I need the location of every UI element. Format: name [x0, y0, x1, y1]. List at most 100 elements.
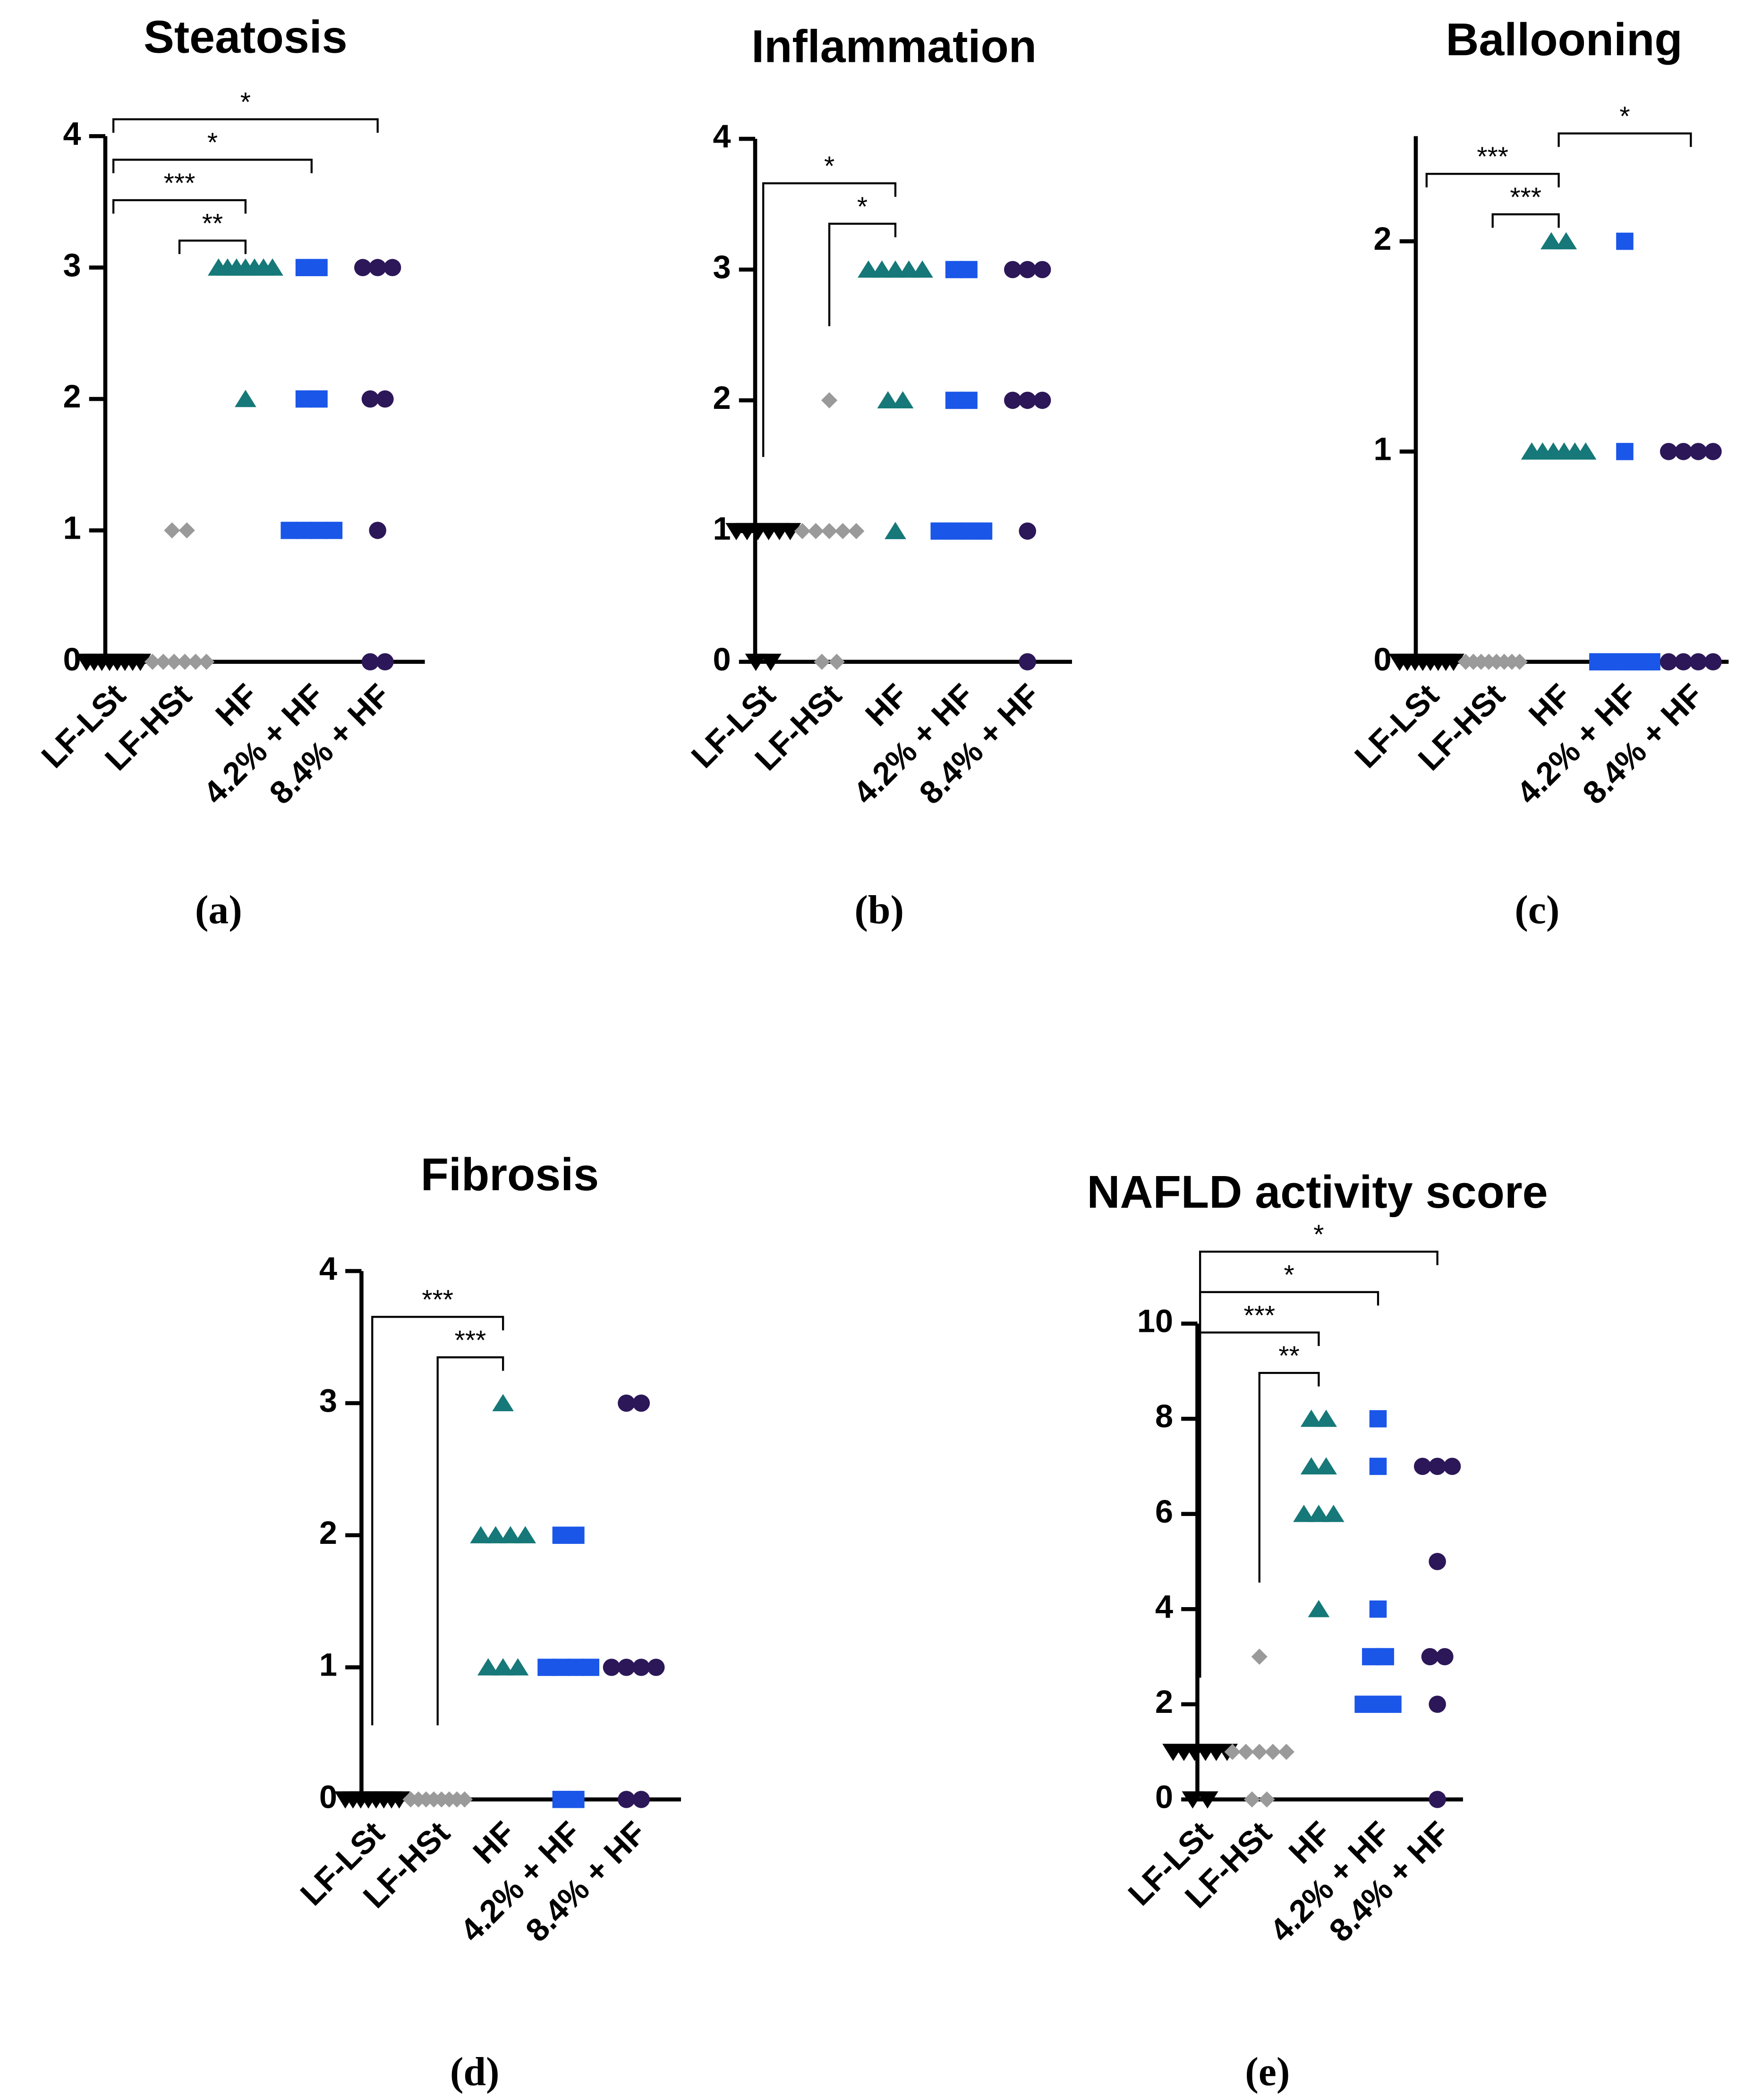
significance-label: *** — [1510, 182, 1541, 212]
y-tick-label: 2 — [1155, 1684, 1173, 1720]
point — [1308, 1600, 1330, 1617]
point — [960, 391, 978, 409]
significance-label: *** — [1243, 1300, 1275, 1330]
significance-bracket — [436, 1356, 504, 1726]
point — [877, 391, 899, 409]
point — [848, 523, 865, 539]
significance-bracket — [762, 182, 897, 457]
point — [1555, 232, 1577, 250]
significance-label: * — [240, 87, 251, 118]
point — [552, 1659, 570, 1676]
point — [1019, 391, 1037, 409]
point — [1540, 232, 1562, 250]
point — [760, 653, 782, 671]
point — [892, 391, 914, 409]
significance-bracket — [828, 222, 897, 326]
significance-label: *** — [422, 1285, 453, 1315]
y-tick-label: 8 — [1155, 1398, 1173, 1434]
point — [618, 1659, 635, 1676]
y-tick-label: 1 — [713, 510, 731, 547]
y-tick-label: 6 — [1155, 1493, 1173, 1530]
point — [485, 1526, 507, 1543]
point — [187, 653, 204, 670]
point — [975, 522, 993, 540]
point — [1689, 653, 1707, 671]
point — [1019, 653, 1037, 671]
point — [1354, 1695, 1372, 1713]
point — [1033, 261, 1051, 279]
point — [369, 522, 386, 539]
point — [945, 391, 963, 409]
point — [1643, 653, 1660, 671]
point — [1704, 653, 1722, 671]
point — [1421, 1648, 1439, 1666]
point — [164, 522, 180, 539]
point — [537, 1659, 555, 1676]
point — [1660, 653, 1677, 671]
y-tick-label: 1 — [63, 510, 81, 546]
y-tick-label: 10 — [1137, 1303, 1173, 1339]
panel-title: Inflammation — [751, 20, 1037, 72]
y-tick-label: 2 — [63, 378, 81, 415]
point — [1019, 522, 1037, 540]
point — [1369, 1695, 1387, 1713]
significance-bracket — [1258, 1372, 1320, 1583]
point — [603, 1659, 621, 1676]
point — [361, 390, 379, 408]
point — [310, 522, 328, 539]
point — [582, 1659, 600, 1676]
x-tick-label: HF — [208, 677, 264, 733]
point — [1429, 1553, 1446, 1570]
panel-label: (e) — [1245, 2049, 1290, 2094]
point — [1704, 443, 1722, 460]
point — [325, 522, 343, 539]
panel-label: (a) — [195, 887, 242, 932]
point — [1278, 1744, 1295, 1760]
y-tick-label: 0 — [1155, 1778, 1173, 1815]
panel-label: (b) — [854, 887, 904, 932]
y-tick-label: 3 — [63, 247, 81, 283]
y-tick-label: 0 — [319, 1778, 337, 1815]
significance-bracket — [112, 159, 313, 173]
point — [470, 1526, 492, 1543]
point — [361, 653, 379, 671]
point — [779, 523, 801, 541]
point — [632, 1394, 650, 1412]
significance-label: * — [1284, 1260, 1294, 1290]
point — [647, 1659, 665, 1676]
significance-label: * — [824, 151, 834, 181]
point — [369, 259, 386, 276]
point — [1369, 1410, 1387, 1428]
point — [1369, 1457, 1387, 1475]
point — [1197, 1791, 1218, 1809]
point — [376, 390, 394, 408]
panel-title: Steatosis — [144, 11, 347, 62]
point — [492, 1394, 514, 1412]
panel-title: Fibrosis — [421, 1149, 599, 1200]
significance-label: ** — [1278, 1341, 1299, 1371]
point — [885, 522, 906, 539]
significance-label: *** — [164, 168, 196, 198]
point — [235, 390, 256, 407]
point — [1413, 1457, 1431, 1475]
x-tick-label: HF — [858, 677, 914, 733]
significance-label: *** — [1477, 142, 1508, 172]
point — [1660, 443, 1677, 460]
y-tick-label: 2 — [1373, 220, 1391, 257]
point — [1019, 261, 1037, 279]
point — [310, 390, 328, 408]
point — [456, 1791, 473, 1808]
point — [1369, 1600, 1387, 1618]
panel-title: NAFLD activity score — [1087, 1166, 1548, 1218]
point — [1362, 1648, 1379, 1666]
point — [618, 1394, 635, 1412]
point — [1443, 1457, 1461, 1475]
significance-label: * — [857, 192, 868, 222]
y-tick-label: 2 — [319, 1515, 337, 1551]
point — [1004, 391, 1021, 409]
